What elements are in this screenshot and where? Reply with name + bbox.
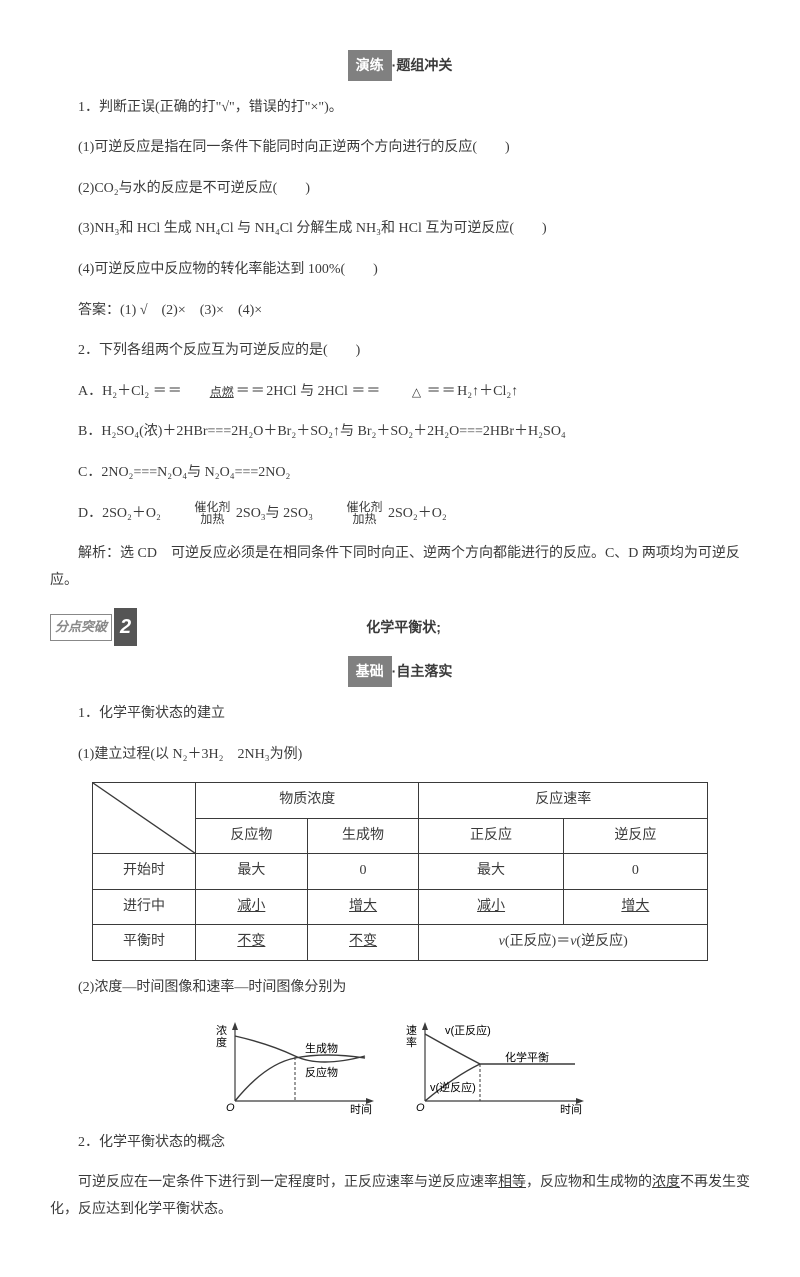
q2a-mid: 2HCl 与 2HCl [266,384,348,399]
bp-title: 化学平衡状; [137,614,670,641]
q2d-mid: 2SO₃与 2SO₃ [236,506,313,521]
svg-text:浓: 浓 [216,1024,227,1037]
q2-opt-d: D．2SO₂＋O₂ 催化剂 加热 2SO₃与 2SO₃ 催化剂 加热 2SO₂＋… [50,501,750,528]
svg-text:率: 率 [406,1035,417,1049]
table-row: 进行中 减小 增大 减小 增大 [93,889,708,925]
equilibrium-table: 物质浓度 反应速率 反应物 生成物 正反应 逆反应 开始时 最大 0 最大 0 … [92,782,708,961]
basis-line: 基础·自主落实 [50,656,750,687]
svg-text:生成物: 生成物 [305,1041,338,1055]
q2a-cond: 点燃 [182,386,234,398]
sec1-p2: (2)浓度—时间图像和速率—时间图像分别为 [50,975,750,1002]
q1-item-4: (4)可逆反应中反应物的转化率能达到 100%( ) [50,257,750,284]
q2a-prefix: A．H₂＋Cl₂ [78,384,149,399]
breakpoint-line: 分点突破2 化学平衡状; [50,608,750,646]
header-sub: ·题组冲关 [392,57,453,73]
q2-opt-a: A．H₂＋Cl₂ ＝ ＝点燃＝ ＝ 2HCl 与 2HCl ＝ ＝ △ ＝ ＝ … [50,379,750,406]
q1-item-1: (1)可逆反应是指在同一条件下能同时向正逆两个方向进行的反应( ) [50,135,750,162]
th-fwd: 正反应 [419,818,563,854]
svg-text:速: 速 [406,1024,417,1037]
breakpoint-badge: 分点突破2 [50,608,137,646]
sec1-p1: (1)建立过程(以 N₂＋3H₂ 2NH₃为例) [50,742,750,769]
svg-text:度: 度 [216,1035,227,1049]
bp-text: 分点突破 [50,614,112,641]
q2a-cond2: △ [384,386,421,398]
q1-stem: 1．判断正误(正确的打"√"，错误的打"×")。 [50,95,750,122]
header-badge: 演练 [348,50,392,81]
header-line: 演练·题组冲关 [50,50,750,81]
q2a-suffix: H₂↑＋Cl₂↑ [457,384,518,399]
th-react: 反应物 [196,818,308,854]
q2d-cond2: 催化剂 加热 [318,501,382,525]
svg-text:反应物: 反应物 [305,1065,338,1079]
sec1-h: 1．化学平衡状态的建立 [50,701,750,728]
rate-time-graph: 速 率 v(正反应) v(逆反应) 化学平衡 时间 O [400,1016,590,1116]
svg-text:v(逆反应): v(逆反应) [430,1080,476,1094]
q1-answer: 答案：(1) √ (2)× (3)× (4)× [50,298,750,325]
graphs-row: 浓 度 生成物 反应物 时间 O 速 率 v(正反应) v(逆反应) 化学平衡 … [50,1016,750,1116]
svg-text:v(正反应): v(正反应) [445,1023,491,1037]
q1-item-3: (3)NH₃和 HCl 生成 NH₄Cl 与 NH₄Cl 分解生成 NH₃和 H… [50,216,750,243]
th-prod: 生成物 [307,818,419,854]
table-row: 平衡时 不变 不变 v(正反应)＝v(逆反应) [93,925,708,961]
q2d-cond: 催化剂 加热 [166,501,230,525]
q2-explain: 解析：选 CD 可逆反应必须是在相同条件下同时向正、逆两个方向都能进行的反应。C… [50,541,750,594]
q2-opt-b: B．H₂SO₄(浓)＋2HBr===2H₂O＋Br₂＋SO₂↑与 Br₂＋SO₂… [50,419,750,446]
basis-sub: ·自主落实 [392,663,453,679]
q2-opt-c: C．2NO₂===N₂O₄与 N₂O₄===2NO₂ [50,460,750,487]
sec2-body: 可逆反应在一定条件下进行到一定程度时，正反应速率与逆反应速率相等，反应物和生成物… [50,1170,750,1223]
q2-stem: 2．下列各组两个反应互为可逆反应的是( ) [50,338,750,365]
table-diag [93,783,196,854]
q2d-prefix: D．2SO₂＋O₂ [78,506,161,521]
svg-text:时间: 时间 [350,1103,372,1116]
basis-badge: 基础 [348,656,392,687]
th-rev: 逆反应 [563,818,707,854]
th-conc: 物质浓度 [196,783,419,819]
table-row: 开始时 最大 0 最大 0 [93,854,708,890]
conc-time-graph: 浓 度 生成物 反应物 时间 O [210,1016,380,1116]
sec2-h: 2．化学平衡状态的概念 [50,1130,750,1157]
svg-text:化学平衡: 化学平衡 [505,1050,549,1064]
svg-text:O: O [226,1102,235,1114]
bp-num: 2 [114,608,137,646]
svg-text:O: O [416,1102,425,1114]
q1-item-2: (2)CO₂与水的反应是不可逆反应( ) [50,176,750,203]
q2d-suffix: 2SO₂＋O₂ [388,506,447,521]
th-rate: 反应速率 [419,783,708,819]
svg-text:时间: 时间 [560,1103,582,1116]
